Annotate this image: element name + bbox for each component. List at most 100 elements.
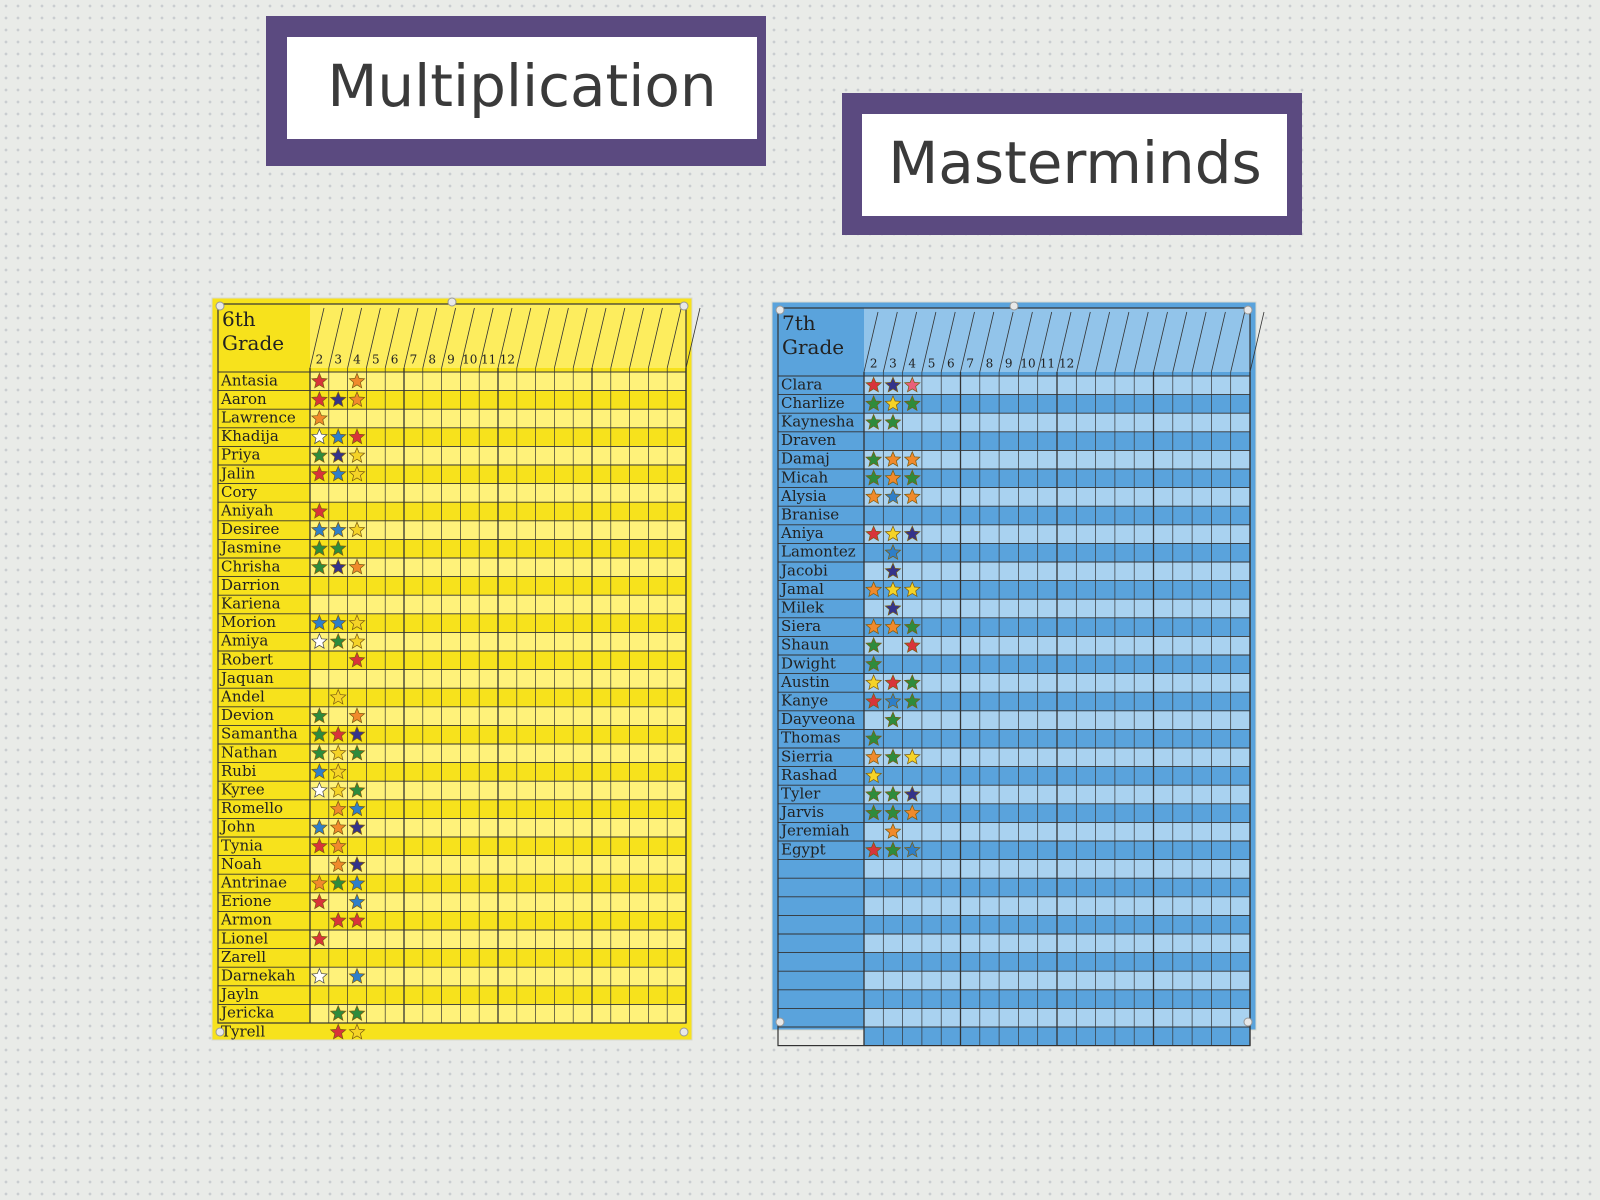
header-slant	[441, 307, 456, 369]
header-slant	[902, 311, 917, 373]
star-sticker	[903, 748, 921, 765]
header-slant	[347, 307, 362, 369]
star-sticker	[348, 911, 366, 928]
student-name: Armon	[220, 911, 272, 929]
push-pin	[447, 297, 457, 307]
star-sticker	[865, 376, 883, 393]
student-name: Noah	[221, 855, 262, 873]
star-sticker	[865, 804, 883, 821]
star-sticker	[903, 692, 921, 709]
student-name: John	[219, 818, 256, 836]
star-sticker	[348, 874, 366, 891]
star-sticker	[865, 766, 883, 784]
grade-label: 6th	[222, 307, 256, 331]
star-sticker	[903, 636, 921, 653]
star-sticker	[903, 469, 921, 486]
student-name: Austin	[780, 673, 830, 691]
star-sticker	[329, 725, 347, 742]
star-sticker	[884, 785, 902, 802]
star-sticker	[329, 744, 347, 761]
star-sticker	[903, 841, 921, 858]
student-name: Lawrence	[221, 409, 296, 427]
star-sticker	[348, 707, 366, 724]
star-sticker	[329, 911, 347, 928]
header-slant	[478, 307, 494, 369]
student-name: Kaynesha	[781, 413, 855, 431]
star-sticker	[348, 1023, 366, 1040]
star-sticker	[348, 818, 366, 835]
star-sticker	[865, 525, 883, 542]
student-name: Jeremiah	[779, 822, 850, 840]
star-sticker	[865, 580, 883, 598]
column-label: 3	[889, 357, 897, 371]
column-label: 4	[908, 357, 916, 371]
student-name: Cory	[221, 483, 258, 501]
student-name: Jayln	[219, 985, 259, 1003]
star-sticker	[348, 614, 366, 631]
student-name: Kanye	[781, 692, 828, 710]
student-name: Tynia	[221, 836, 263, 854]
star-sticker	[310, 558, 328, 575]
star-sticker	[348, 446, 366, 463]
banner-paper	[862, 114, 1287, 216]
star-sticker	[348, 1004, 366, 1021]
column-label: 5	[372, 353, 380, 367]
student-name: Milek	[781, 599, 825, 617]
student-name: Tyler	[781, 785, 821, 803]
star-sticker	[884, 673, 902, 691]
star-sticker	[903, 376, 921, 393]
star-sticker	[348, 781, 366, 798]
star-sticker	[348, 893, 366, 910]
column-label: 5	[928, 357, 936, 371]
header-slant	[554, 307, 569, 369]
student-name: Khadija	[221, 427, 279, 445]
star-sticker	[348, 967, 366, 984]
star-sticker	[329, 800, 347, 817]
grade-label: Grade	[222, 331, 284, 355]
grade-label: 7th	[782, 311, 816, 335]
student-name: Priya	[221, 446, 261, 464]
push-pin	[775, 305, 785, 315]
star-sticker	[310, 744, 328, 761]
header-slant	[497, 307, 513, 369]
star-sticker	[310, 409, 328, 426]
banner-word: Masterminds	[888, 129, 1261, 197]
header-slant	[1114, 311, 1130, 373]
student-name: Jasmine	[219, 539, 281, 557]
star-sticker	[865, 785, 883, 802]
student-name: Lionel	[221, 929, 268, 947]
star-sticker	[310, 930, 328, 947]
column-label: 10	[462, 353, 477, 367]
star-sticker	[865, 618, 883, 635]
star-sticker	[329, 446, 347, 463]
star-sticker	[329, 855, 347, 873]
push-pin	[679, 301, 689, 311]
star-sticker	[884, 580, 902, 598]
header-slant	[629, 307, 644, 369]
header-slant	[1230, 311, 1246, 373]
star-sticker	[884, 822, 902, 839]
student-name: Micah	[781, 468, 829, 486]
column-label: 11	[481, 353, 496, 367]
student-name: Antrinae	[220, 874, 287, 892]
star-sticker	[884, 804, 902, 821]
student-name: Dwight	[781, 654, 836, 672]
star-sticker	[865, 673, 883, 691]
student-name: Damaj	[781, 450, 830, 468]
star-sticker	[348, 372, 366, 389]
star-sticker	[903, 580, 921, 598]
star-sticker	[865, 692, 883, 709]
star-sticker	[865, 748, 883, 765]
star-sticker	[310, 762, 328, 780]
header-slant	[998, 311, 1014, 373]
header-slant	[591, 307, 607, 369]
star-sticker	[903, 673, 921, 691]
header-slant	[572, 307, 588, 369]
header-slant	[940, 311, 956, 373]
star-sticker	[884, 376, 902, 393]
student-name: Robert	[221, 650, 273, 668]
star-sticker	[903, 394, 921, 412]
star-sticker	[903, 804, 921, 821]
column-label: 10	[1020, 357, 1035, 371]
